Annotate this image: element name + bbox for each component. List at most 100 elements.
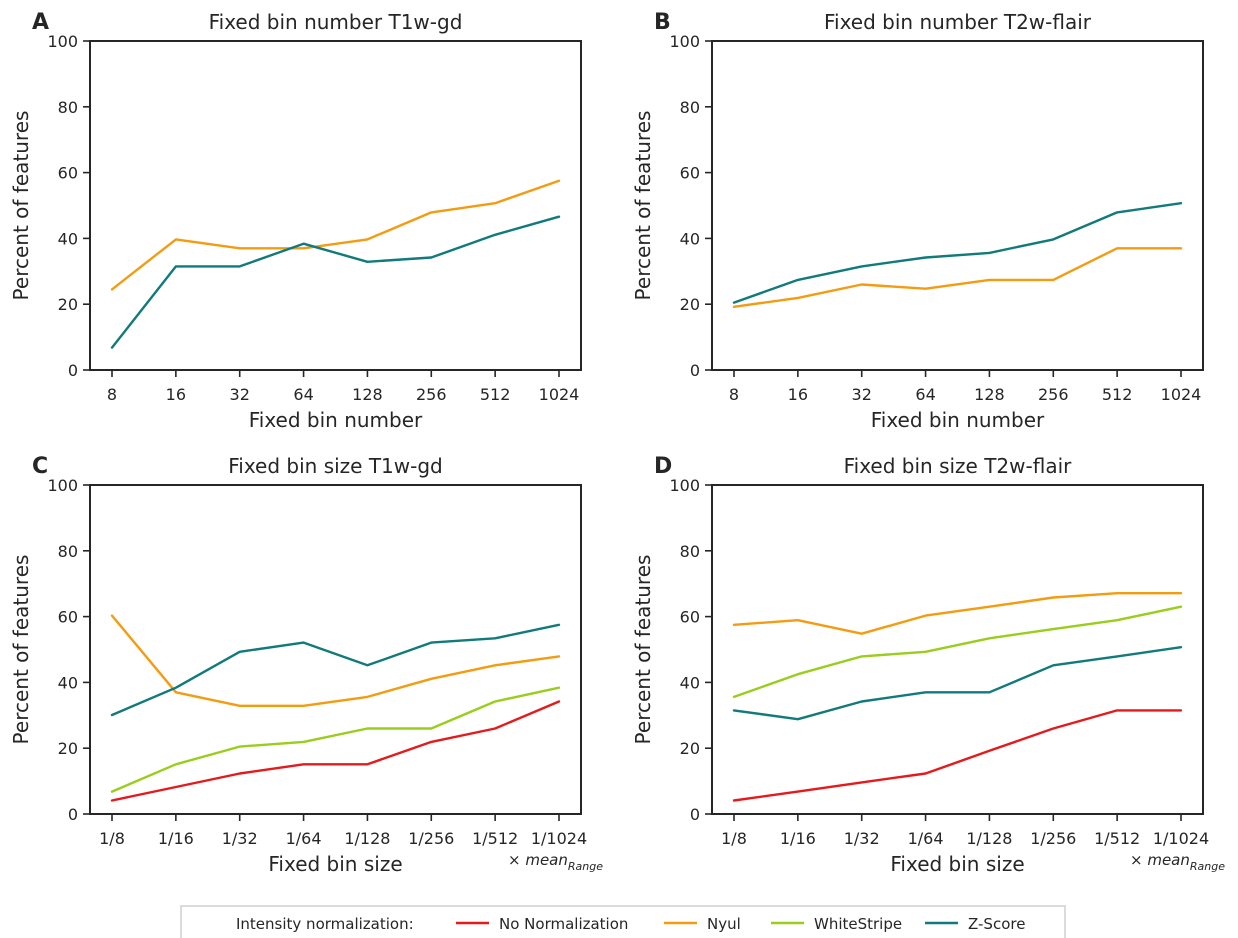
unit-note-sub: Range [568, 860, 603, 873]
x-axis-label: Fixed bin size [890, 852, 1024, 876]
panel-letter: B [654, 10, 671, 35]
x-tick-label: 1/64 [286, 829, 322, 848]
x-tick-label: 1/256 [408, 829, 454, 848]
y-tick-label: 80 [58, 98, 78, 117]
x-tick-label: 1024 [1161, 385, 1202, 404]
y-tick-label: 60 [58, 608, 78, 627]
series-line-nyul [732, 592, 1183, 635]
y-tick-label: 60 [680, 164, 700, 183]
series-line-nyul [732, 247, 1183, 308]
x-tick-label: 512 [1102, 385, 1133, 404]
y-tick-label: 100 [47, 476, 78, 495]
chart-title: Fixed bin number T2w-flair [824, 10, 1092, 34]
x-tick-label: 512 [480, 385, 511, 404]
y-tick-label: 60 [58, 164, 78, 183]
y-tick-label: 20 [680, 295, 700, 314]
x-tick-label: 1/1024 [531, 829, 587, 848]
x-tick-label: 1/128 [344, 829, 390, 848]
y-tick-label: 60 [680, 608, 700, 627]
series-line-zscore [732, 201, 1183, 304]
plot-frame [711, 40, 1204, 371]
x-tick-label: 16 [166, 385, 186, 404]
legend-label-nyul: Nyul [707, 915, 741, 933]
legend-label-no-normalization: No Normalization [499, 915, 628, 933]
x-tick-label: 64 [293, 385, 313, 404]
y-tick-label: 80 [58, 542, 78, 561]
y-tick-label: 0 [690, 805, 700, 824]
x-tick-label: 32 [852, 385, 872, 404]
x-tick-label: 1/64 [908, 829, 944, 848]
y-tick-label: 100 [669, 476, 700, 495]
y-tick-label: 80 [680, 98, 700, 117]
y-axis-label: Percent of features [9, 111, 33, 301]
y-tick-label: 100 [669, 32, 700, 51]
series-line-whitestripe [110, 686, 561, 793]
plot-frame [89, 40, 582, 371]
chart-title: Fixed bin size T2w-flair [844, 454, 1073, 478]
panel-letter: D [654, 454, 672, 479]
y-tick-label: 80 [680, 542, 700, 561]
panel-letter: A [32, 10, 49, 35]
x-tick-label: 128 [352, 385, 383, 404]
x-tick-label: 1/1024 [1153, 829, 1209, 848]
series-line-zscore [732, 646, 1183, 721]
series-line-zscore [110, 215, 561, 349]
x-tick-label: 1/8 [721, 829, 747, 848]
x-tick-label: 1/32 [844, 829, 880, 848]
x-tick-label: 1/512 [1094, 829, 1140, 848]
chart-panel-c: C Fixed bin size T1w-gd 0 20 40 60 80 100 1/8 1/1… [9, 454, 603, 876]
chart-panel-a: A Fixed bin number T1w-gd 0 20 40 60 80 100 8 16 3… [9, 10, 582, 432]
x-tick-label: 1024 [539, 385, 580, 404]
x-tick-label: 1/8 [99, 829, 125, 848]
y-tick-label: 20 [58, 739, 78, 758]
y-tick-label: 100 [47, 32, 78, 51]
x-axis-label: Fixed bin size [268, 852, 402, 876]
x-tick-label: 1/32 [222, 829, 258, 848]
y-tick-label: 40 [58, 229, 78, 248]
chart-title: Fixed bin size T1w-gd [228, 454, 443, 478]
y-tick-label: 20 [680, 739, 700, 758]
x-tick-label: 8 [729, 385, 739, 404]
series-line-nyul [110, 179, 561, 291]
series-line-nyul [110, 614, 561, 707]
y-tick-label: 40 [680, 673, 700, 692]
chart-panel-d: D Fixed bin size T2w-flair 0 20 40 60 80 100 1/8… [631, 454, 1225, 876]
x-tick-label: 1/16 [158, 829, 194, 848]
y-tick-label: 40 [680, 229, 700, 248]
y-tick-label: 20 [58, 295, 78, 314]
plot-frame [711, 484, 1204, 815]
unit-note-main: × mean [508, 851, 568, 869]
legend-box [180, 905, 1066, 938]
x-tick-label: 1/16 [780, 829, 816, 848]
panel-letter: C [32, 454, 48, 479]
y-tick-label: 40 [58, 673, 78, 692]
chart-title: Fixed bin number T1w-gd [209, 10, 463, 34]
series-line-no-normalization [110, 700, 561, 802]
x-axis-label: Fixed bin number [249, 408, 423, 432]
y-tick-label: 0 [68, 805, 78, 824]
unit-note-main: × mean [1130, 851, 1190, 869]
y-tick-label: 0 [68, 361, 78, 380]
x-tick-label: 16 [788, 385, 808, 404]
x-axis-label: Fixed bin number [871, 408, 1045, 432]
series-line-whitestripe [732, 605, 1183, 699]
plot-frame [89, 484, 582, 815]
legend-label-whitestripe: WhiteStripe [814, 915, 902, 933]
x-tick-label: 64 [915, 385, 935, 404]
x-tick-label: 256 [1038, 385, 1069, 404]
x-tick-label: 1/256 [1030, 829, 1076, 848]
series-line-zscore [110, 623, 561, 717]
x-tick-label: 128 [974, 385, 1005, 404]
legend-title: Intensity normalization: [236, 915, 414, 933]
y-axis-label: Percent of features [631, 555, 655, 745]
x-tick-label: 256 [416, 385, 447, 404]
x-tick-label: 1/512 [472, 829, 518, 848]
x-tick-label: 1/128 [966, 829, 1012, 848]
chart-panel-b: B Fixed bin number T2w-flair 0 20 40 60 80 100 8… [631, 10, 1204, 432]
unit-note: × meanRange [1130, 851, 1225, 873]
y-axis-label: Percent of features [9, 555, 33, 745]
legend: Intensity normalization: No Normalization… [180, 905, 1066, 938]
y-axis-label: Percent of features [631, 111, 655, 301]
legend-label-zscore: Z-Score [968, 915, 1025, 933]
